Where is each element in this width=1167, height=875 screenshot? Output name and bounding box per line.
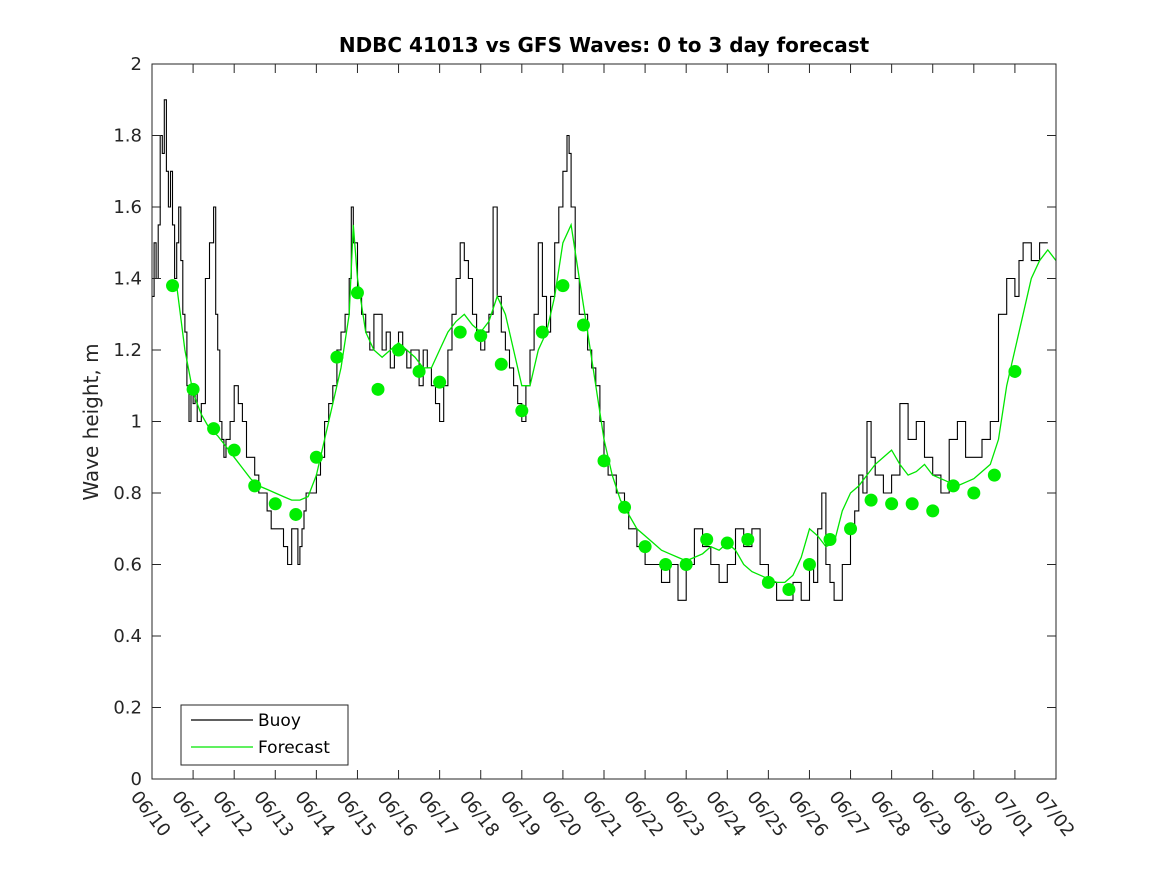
legend-forecast-label: Forecast [258,738,330,758]
y-tick-label: 0.6 [113,555,142,576]
y-tick-label: 0.4 [113,626,142,647]
forecast-marker [350,286,364,300]
forecast-marker [289,507,303,521]
forecast-marker [330,350,344,364]
y-tick-label: 0 [131,769,142,790]
forecast-marker [412,364,426,378]
forecast-marker [207,422,221,436]
y-tick-label: 1 [131,412,142,433]
forecast-marker [248,479,262,493]
forecast-marker [967,486,981,500]
forecast-marker [309,450,323,464]
forecast-marker [227,443,241,457]
y-tick-label: 1.2 [113,340,142,361]
y-tick-label: 2 [131,54,142,75]
forecast-marker [268,497,282,511]
forecast-marker [433,375,447,389]
y-tick-label: 1.6 [113,197,142,218]
forecast-marker [638,540,652,554]
forecast-marker [597,454,611,468]
forecast-marker [371,382,385,396]
series-line-forecast [176,222,1057,584]
forecast-marker [905,497,919,511]
legend-box [180,704,349,766]
chart-title: NDBC 41013 vs GFS Waves: 0 to 3 day fore… [339,33,870,57]
forecast-marker [659,558,673,571]
forecast-marker [453,325,467,339]
forecast-marker [720,536,734,550]
forecast-marker [515,404,529,418]
y-tick-label: 0.2 [113,698,142,719]
forecast-marker [823,532,837,546]
forecast-marker [576,318,590,332]
forecast-marker [761,575,775,589]
forecast-marker [535,325,549,339]
forecast-marker [618,500,632,514]
forecast-marker [885,497,899,511]
forecast-marker [556,279,570,293]
plot-area [152,99,1057,601]
y-tick-label: 1.4 [113,269,142,290]
y-tick-label: 1.8 [113,126,142,147]
forecast-marker [946,479,960,493]
forecast-marker [926,504,940,518]
forecast-marker [392,343,406,357]
forecast-marker [802,558,816,571]
forecast-marker [700,532,714,546]
legend-buoy-label: Buoy [258,711,301,731]
forecast-marker [987,468,1001,482]
forecast-marker [1008,364,1022,378]
forecast-marker [494,357,508,371]
forecast-marker [166,279,180,293]
forecast-marker [782,583,796,597]
y-tick-label: 0.8 [113,483,142,504]
forecast-marker [474,329,488,343]
forecast-marker [186,382,200,396]
legend: Buoy Forecast [180,704,349,766]
forecast-marker [864,493,878,507]
forecast-marker [844,522,858,536]
forecast-marker [741,532,755,546]
forecast-marker [679,558,693,571]
y-axis-label: Wave height, m [79,343,103,500]
